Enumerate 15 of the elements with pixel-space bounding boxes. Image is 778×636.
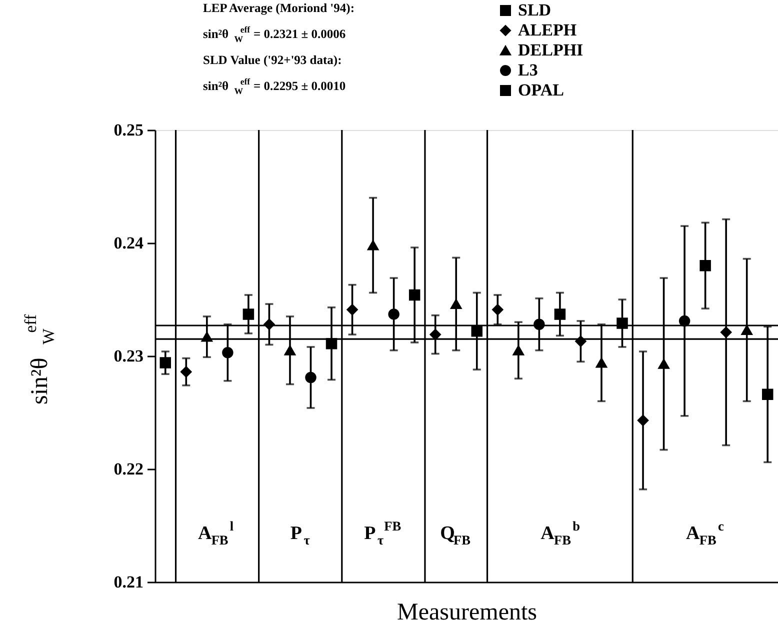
- y-tick-label: 0.23: [114, 346, 144, 366]
- text: SLD Value ('92+'93 data):: [203, 53, 342, 67]
- legend-label: SLD: [518, 0, 552, 20]
- y-tick-label: 0.24: [114, 234, 144, 252]
- legend-label: ALEPH: [518, 20, 577, 40]
- legend-label: OPAL: [518, 80, 564, 100]
- y-tick-label: 0.25: [114, 120, 144, 140]
- y-tick-label: 0.21: [114, 572, 144, 592]
- y-tick-label: 0.22: [114, 460, 144, 478]
- legend-label: L3: [518, 60, 538, 80]
- legend-label: DELPHI: [518, 40, 584, 60]
- text: sin²θWeff: [21, 314, 58, 404]
- x-axis-title: Measurements: [397, 600, 537, 626]
- text: = 0.2295 ± 0.0010: [254, 79, 346, 93]
- text: LEP Average (Moriond '94):: [203, 1, 354, 15]
